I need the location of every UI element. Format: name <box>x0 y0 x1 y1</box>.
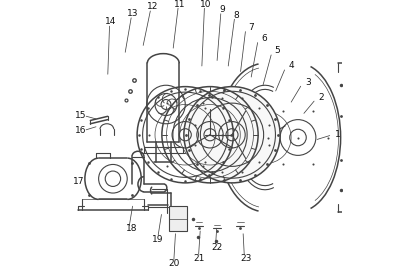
Text: 21: 21 <box>193 254 204 263</box>
Text: 9: 9 <box>220 5 225 14</box>
Text: 8: 8 <box>233 11 239 20</box>
Text: 7: 7 <box>249 23 254 32</box>
Text: 10: 10 <box>200 0 211 9</box>
Text: 22: 22 <box>211 243 222 252</box>
Text: 17: 17 <box>72 177 84 186</box>
Text: 18: 18 <box>126 224 137 233</box>
Text: 15: 15 <box>75 111 87 120</box>
Text: 2: 2 <box>319 93 324 102</box>
Text: 11: 11 <box>174 0 186 9</box>
Text: 6: 6 <box>261 34 267 43</box>
Text: 14: 14 <box>105 18 117 26</box>
Text: 16: 16 <box>75 126 87 135</box>
Circle shape <box>184 87 280 183</box>
Bar <box>169 206 187 231</box>
Text: 19: 19 <box>152 235 164 244</box>
Text: 1: 1 <box>335 130 341 139</box>
Text: 4: 4 <box>288 62 294 70</box>
Text: 13: 13 <box>127 9 139 18</box>
Text: 5: 5 <box>274 46 281 55</box>
Text: 12: 12 <box>146 2 158 11</box>
Text: 20: 20 <box>169 260 180 268</box>
Text: 3: 3 <box>305 78 310 87</box>
Text: 23: 23 <box>240 254 252 263</box>
